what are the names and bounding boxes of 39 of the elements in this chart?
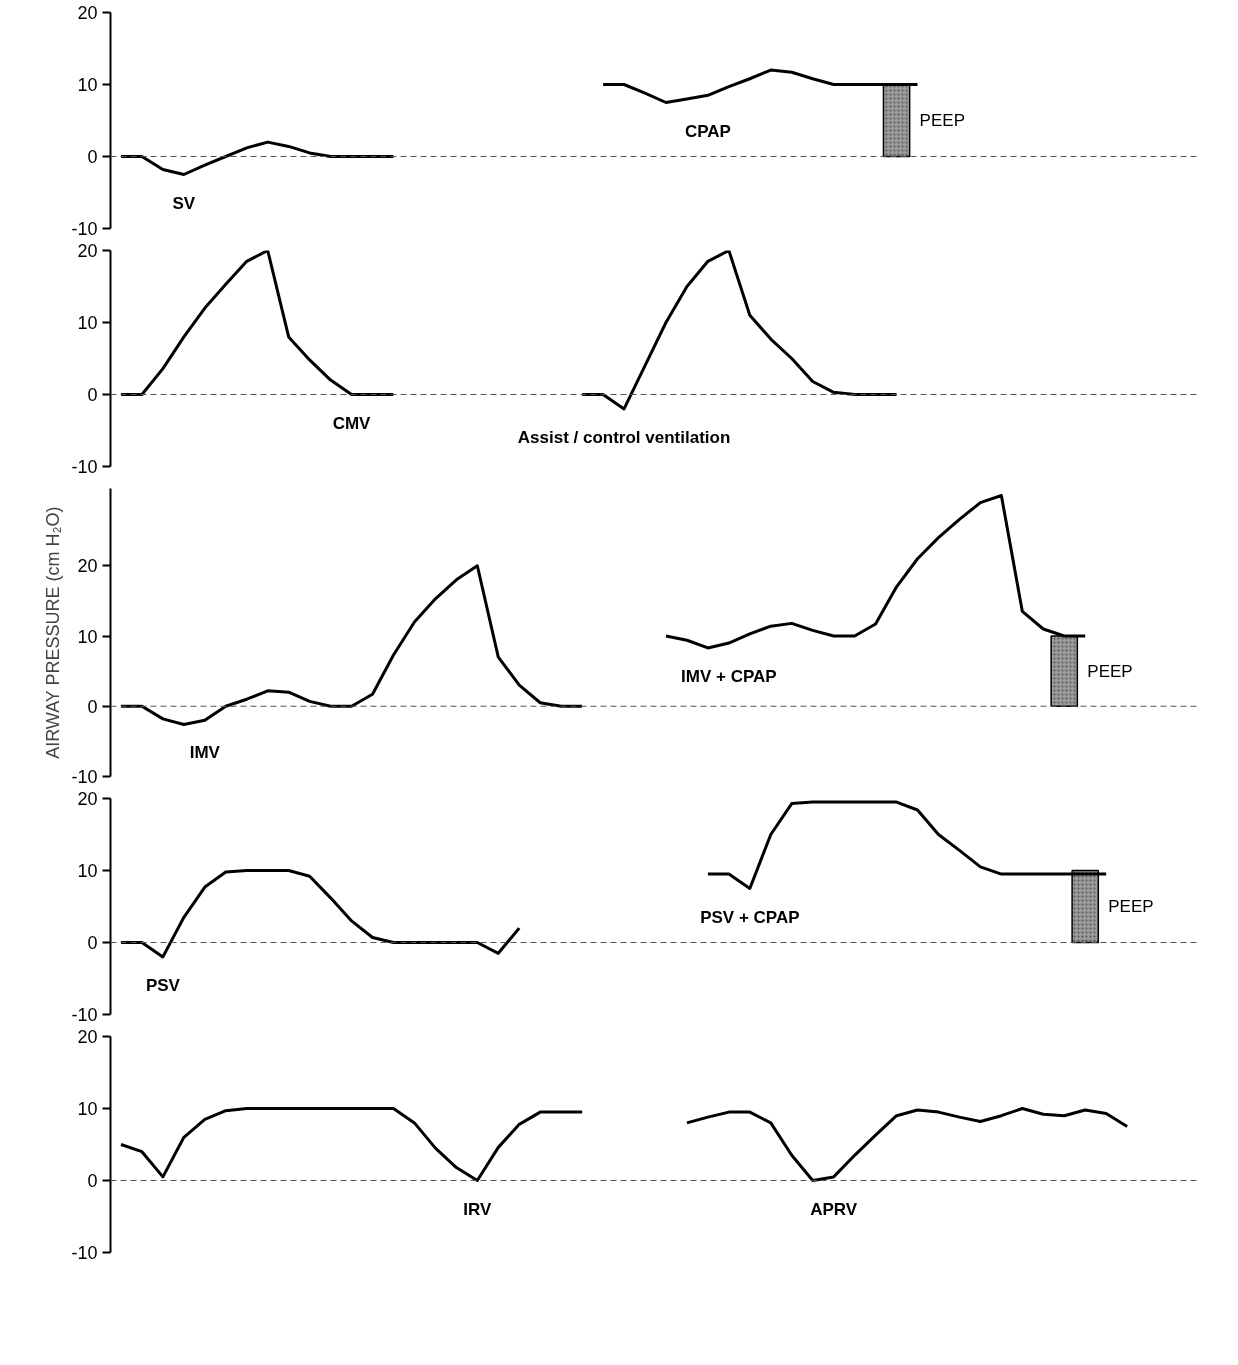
y-tick-label: 0 — [87, 696, 98, 717]
series-label: IMV — [189, 743, 221, 763]
series-label: IMV + CPAP — [681, 666, 777, 686]
y-tick-label: 0 — [87, 933, 98, 953]
series-label: CMV — [332, 413, 372, 433]
series-label: PEEP — [919, 111, 965, 130]
line-series — [119, 1107, 584, 1182]
y-tick-label: 0 — [87, 1171, 98, 1191]
y-tick-label: 20 — [77, 789, 98, 809]
y-tick-label: 20 — [77, 241, 98, 261]
y-tick-label: 10 — [77, 626, 98, 647]
series-label: APRV — [810, 1199, 858, 1219]
y-tick-label: 20 — [77, 3, 98, 23]
y-tick-label: -10 — [71, 767, 98, 787]
y-tick-label: 10 — [77, 1099, 98, 1119]
line-series — [580, 250, 899, 411]
line-series — [119, 564, 584, 727]
y-tick-label: 10 — [77, 861, 98, 881]
y-tick-label: -10 — [71, 219, 98, 239]
series-label: IRV — [463, 1199, 492, 1219]
series-label: CPAP — [684, 121, 731, 141]
y-tick-label: -10 — [71, 1243, 98, 1263]
line-series — [685, 1107, 1129, 1182]
y-tick-label: -10 — [71, 1005, 98, 1025]
series-label: PEEP — [1087, 661, 1133, 681]
y-tick-label: 20 — [77, 1027, 98, 1047]
series-label: PEEP — [1108, 897, 1154, 916]
line-series — [119, 250, 395, 396]
series-label: SV — [172, 193, 196, 213]
y-tick-label: 0 — [87, 385, 98, 405]
y-tick-label: 10 — [77, 313, 98, 333]
y-tick-label: 0 — [87, 147, 98, 167]
series-label: Assist / control ventilation — [517, 428, 731, 448]
y-tick-label: 10 — [77, 75, 98, 95]
series-label: PSV + CPAP — [700, 907, 800, 927]
y-tick-label: 20 — [77, 556, 98, 577]
y-tick-label: -10 — [71, 457, 98, 477]
series-label: PSV — [145, 976, 181, 996]
y-axis-title: AIRWAY PRESSURE (cm H₂O) — [43, 506, 64, 759]
